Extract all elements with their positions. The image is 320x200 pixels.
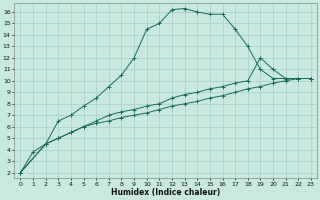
X-axis label: Humidex (Indice chaleur): Humidex (Indice chaleur) (111, 188, 220, 197)
